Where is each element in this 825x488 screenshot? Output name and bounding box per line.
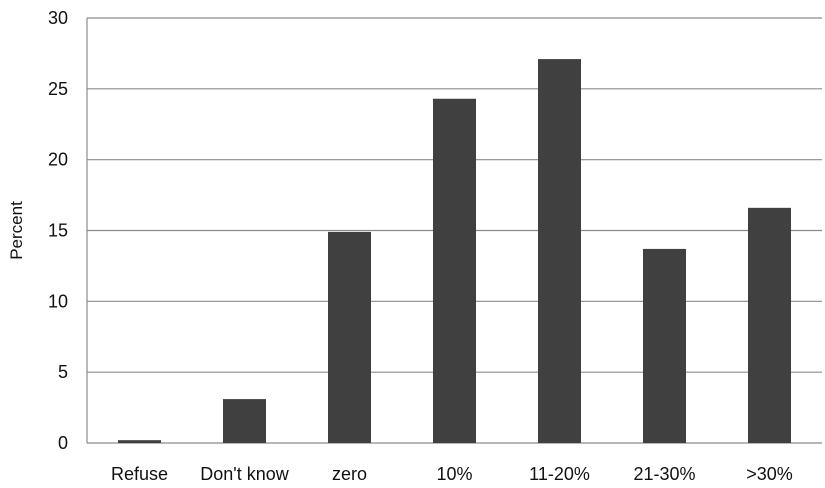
bar [118, 440, 161, 443]
bars [118, 59, 791, 443]
y-tick-label: 5 [58, 362, 68, 382]
bar [433, 98, 476, 443]
x-tick-label: Refuse [111, 464, 168, 484]
y-axis-title: Percent [7, 201, 26, 260]
x-tick-label: 21-30% [633, 464, 695, 484]
bar [328, 231, 371, 443]
y-tick-label: 0 [58, 433, 68, 453]
x-tick-label: 11-20% [529, 464, 590, 484]
x-tick-label: >30% [746, 464, 793, 484]
x-tick-label: Don't know [200, 464, 289, 484]
y-tick-label: 20 [48, 150, 68, 170]
y-axis-tick-labels: 0 5 10 15 20 25 30 [48, 8, 68, 453]
bar [748, 207, 791, 443]
x-tick-label: 10% [436, 464, 472, 484]
y-tick-label: 30 [48, 8, 68, 28]
y-tick-label: 25 [48, 79, 68, 99]
x-axis-tick-labels: Refuse Don't know zero 10% 11-20% 21-30% >30% [111, 464, 793, 484]
bar [223, 399, 266, 443]
y-tick-label: 15 [48, 221, 68, 241]
bar [643, 248, 686, 443]
bar [538, 59, 581, 443]
x-tick-label: zero [332, 464, 367, 484]
y-tick-label: 10 [48, 291, 68, 311]
